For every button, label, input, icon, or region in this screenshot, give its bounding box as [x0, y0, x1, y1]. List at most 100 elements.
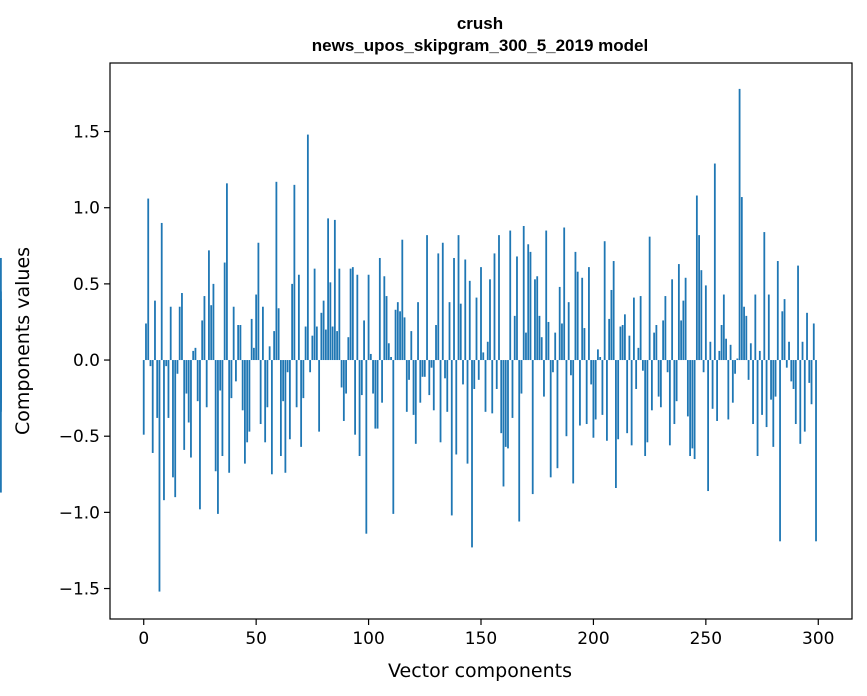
bar: [462, 360, 464, 385]
bar: [637, 347, 640, 361]
bar: [459, 303, 462, 361]
bar: [448, 302, 451, 361]
bar: [695, 195, 698, 361]
bar: [707, 360, 709, 492]
bar: [306, 134, 309, 361]
bar: [583, 328, 586, 361]
bar: [266, 360, 269, 408]
bar: [250, 318, 253, 361]
bar: [673, 360, 676, 425]
bar: [199, 360, 201, 510]
bar: [446, 360, 449, 412]
y-tick-label: 1.0: [73, 199, 100, 219]
bar: [729, 344, 732, 361]
bar: [408, 360, 410, 380]
bar: [668, 360, 671, 446]
bar: [531, 360, 534, 495]
bar: [291, 283, 294, 361]
bar: [237, 325, 240, 361]
bar: [358, 360, 361, 457]
bar: [417, 302, 419, 361]
bar: [212, 283, 215, 361]
bar: [154, 300, 156, 361]
bar: [626, 360, 629, 434]
bar: [210, 305, 213, 361]
bar: [689, 360, 692, 457]
bar: [624, 314, 626, 361]
bar: [664, 296, 667, 361]
bar: [403, 317, 406, 361]
bar: [558, 286, 561, 361]
bar: [381, 360, 383, 403]
bar: [592, 360, 595, 438]
y-tick-label: 0.5: [73, 275, 100, 295]
bar: [0, 360, 2, 388]
bar: [516, 256, 518, 361]
bar: [217, 360, 219, 514]
bar: [716, 360, 718, 421]
bar: [693, 360, 696, 460]
bar: [599, 356, 602, 361]
bar: [540, 337, 543, 361]
bar: [430, 360, 433, 368]
bar: [178, 306, 181, 361]
bar: [700, 270, 703, 361]
bar: [313, 268, 316, 361]
bar: [223, 262, 226, 361]
bar: [513, 315, 516, 361]
bar: [713, 163, 716, 361]
y-tick-label: 1.5: [73, 123, 100, 143]
bar: [797, 265, 799, 361]
bar: [196, 360, 199, 402]
bar: [543, 360, 545, 397]
bar: [394, 309, 397, 361]
bar: [203, 296, 206, 361]
bar: [419, 360, 422, 403]
bar: [477, 360, 480, 380]
bar: [142, 360, 145, 435]
bar: [194, 347, 197, 361]
bar: [608, 318, 611, 361]
bar: [151, 360, 154, 453]
bar: [230, 360, 233, 399]
bar: [342, 360, 345, 421]
bar: [439, 360, 442, 443]
bar: [675, 360, 678, 402]
bar: [482, 352, 485, 361]
bar: [351, 267, 354, 361]
bar: [639, 296, 642, 361]
y-tick-label: −0.5: [59, 427, 100, 447]
bar: [781, 311, 784, 361]
bar: [500, 360, 503, 434]
bar: [785, 360, 788, 368]
bar: [718, 350, 721, 361]
bar: [525, 332, 527, 361]
bar: [522, 225, 525, 361]
bar: [365, 360, 368, 534]
bar: [574, 251, 577, 361]
bar: [549, 360, 552, 478]
bar: [579, 360, 581, 426]
bar: [172, 360, 174, 478]
x-tick-label: 250: [690, 629, 722, 649]
bar: [435, 325, 437, 361]
bar: [767, 294, 770, 361]
bar: [376, 360, 379, 429]
bar: [396, 302, 399, 361]
bar: [815, 360, 817, 542]
bar: [160, 222, 163, 361]
bar: [399, 311, 401, 361]
bar: [453, 257, 455, 361]
bar: [774, 360, 777, 397]
bar: [392, 360, 395, 514]
bar: [205, 360, 208, 408]
bar: [324, 329, 327, 361]
bar: [646, 360, 649, 443]
bar: [383, 276, 386, 361]
bar: [806, 312, 808, 361]
bar: [662, 320, 665, 361]
x-tick-label: 100: [352, 629, 384, 649]
bar: [511, 360, 514, 418]
bar: [163, 360, 165, 501]
